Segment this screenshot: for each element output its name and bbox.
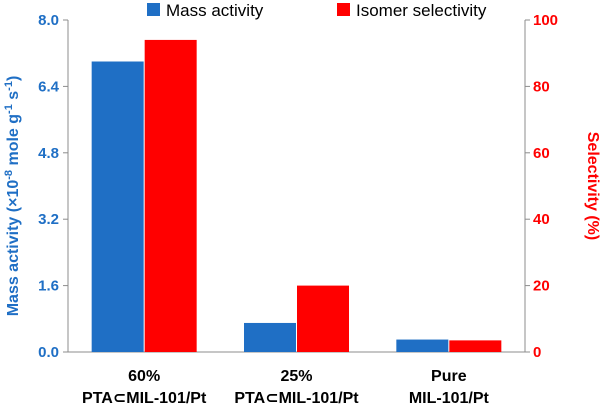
left-tick-label: 4.8 (38, 145, 59, 162)
category-label-line: 60% (128, 368, 160, 385)
left-tick-label: 0.0 (38, 344, 59, 361)
category-label-line: MIL-101/Pt (409, 390, 490, 407)
right-tick-label: 0 (533, 344, 541, 361)
right-tick-label: 100 (533, 12, 558, 29)
legend-swatch (147, 3, 160, 16)
category-label-line: 25% (280, 368, 312, 385)
bars (91, 39, 502, 353)
title-part: mole g (5, 114, 22, 170)
category-label: 60% PTA⊂MIL-101/Pt (82, 368, 207, 407)
legend-label: Isomer selectivity (356, 1, 487, 20)
bar-isomer-selectivity (144, 39, 197, 353)
legend: Mass activity Isomer selectivity (147, 1, 487, 20)
left-tick-label: 1.6 (38, 278, 59, 295)
bar-isomer-selectivity (449, 340, 502, 352)
left-tick-label: 8.0 (38, 12, 59, 29)
superscript: -8 (3, 170, 15, 180)
left-tick-label: 6.4 (38, 78, 60, 95)
superscript: -1 (3, 81, 15, 91)
right-tick-label: 60 (533, 145, 550, 162)
category-label-line: PTA⊂MIL-101/Pt (82, 390, 207, 407)
legend-swatch (337, 3, 350, 16)
legend-label: Mass activity (166, 1, 264, 20)
category-labels: 60% PTA⊂MIL-101/Pt 25% PTA⊂MIL-101/Pt Pure MI… (82, 368, 489, 407)
right-tick-label: 80 (533, 78, 550, 95)
category-label: Pure MIL-101/Pt (409, 368, 490, 407)
left-tick-label: 3.2 (38, 211, 59, 228)
axis-titles: Mass activity (×10-8 mole g-1 s-1)Select… (3, 76, 600, 317)
right-tick-label: 40 (533, 211, 550, 228)
bar-mass-activity (91, 61, 144, 352)
category-label-line: PTA⊂MIL-101/Pt (234, 390, 359, 407)
right-tick-label: 20 (533, 278, 550, 295)
left-axis-title: Mass activity (×10-8 mole g-1 s-1) (3, 76, 22, 317)
superscript: -1 (3, 104, 15, 114)
bar-mass-activity (396, 339, 449, 352)
title-part: Mass activity (×10 (5, 180, 22, 317)
category-label-line: Pure (431, 368, 467, 385)
title-part: ) (5, 76, 22, 81)
right-axis-title: Selectivity (%) (584, 132, 600, 240)
left-axis-ticks: 0.0 1.6 3.2 4.8 6.4 8.0 (38, 12, 60, 361)
bar-isomer-selectivity (297, 285, 349, 352)
bar-mass-activity (244, 322, 296, 352)
right-axis-ticks: 0 20 40 60 80 100 (533, 12, 558, 361)
title-part: s (5, 91, 22, 104)
category-label: 25% PTA⊂MIL-101/Pt (234, 368, 359, 407)
axes (63, 19, 530, 353)
